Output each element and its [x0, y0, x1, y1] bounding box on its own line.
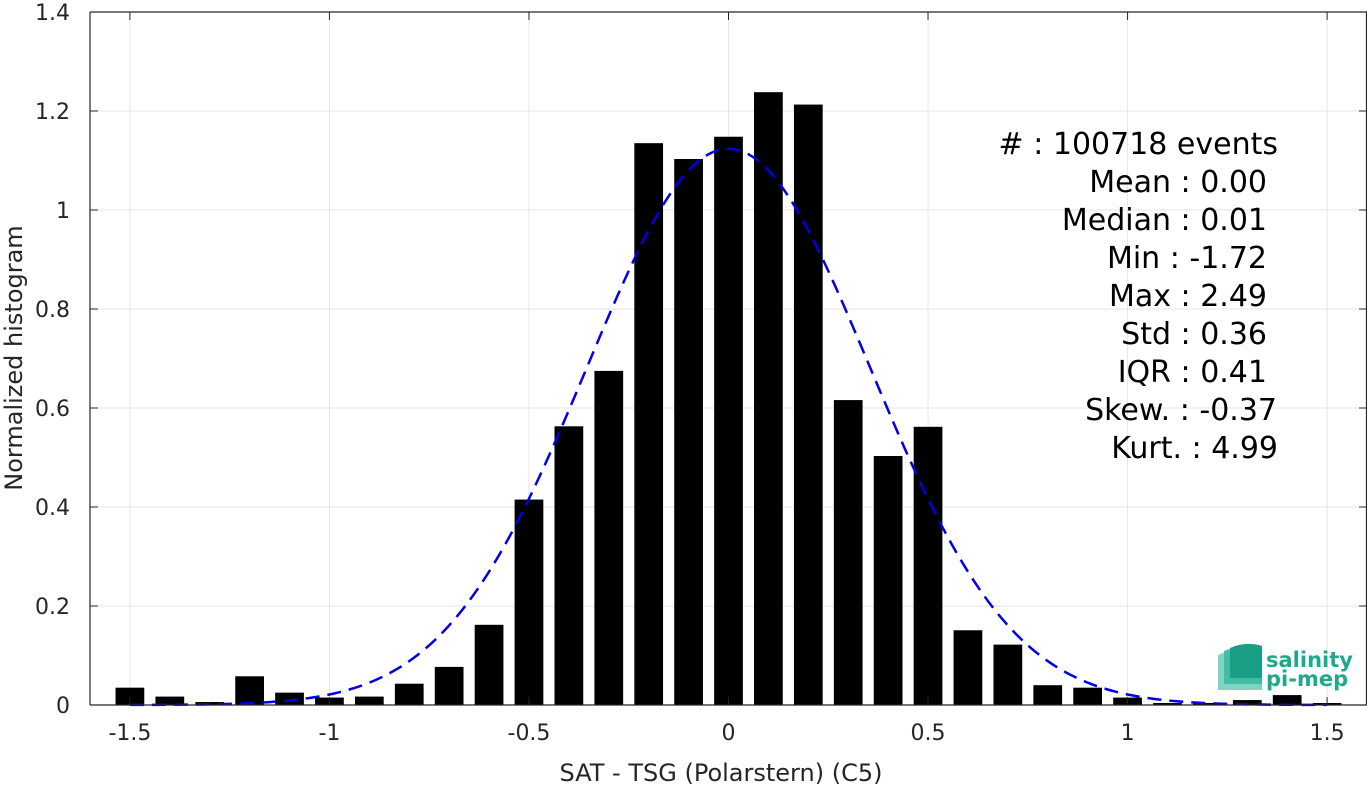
stat-mean: Mean : 0.00 — [1089, 165, 1267, 200]
y-tick-label: 0.4 — [35, 496, 70, 521]
logo-text-salinity: salinity — [1266, 648, 1353, 672]
histogram-bar — [674, 159, 703, 705]
y-tick-label: 0 — [56, 694, 70, 719]
histogram-bar — [474, 624, 504, 705]
histogram-bar — [594, 370, 624, 705]
wave-logo-icon — [1218, 643, 1262, 690]
statistics-box: # : 100718 events Mean : 0.00 Median : 0… — [999, 127, 1278, 466]
stat-skew: Skew. : -0.37 — [1085, 393, 1277, 428]
histogram-bar — [1153, 703, 1182, 705]
x-tick-label: 1 — [1121, 721, 1135, 746]
x-tick-label: -0.5 — [508, 721, 551, 746]
histogram-bar — [1232, 700, 1262, 705]
stat-kurt: Kurt. : 4.99 — [1111, 431, 1278, 466]
y-tick-label: 0.6 — [35, 397, 70, 422]
stat-std: Std : 0.36 — [1121, 317, 1267, 352]
histogram-bar — [1193, 703, 1222, 705]
normal-fit-curve — [129, 147, 1328, 707]
histogram-bar — [754, 92, 783, 705]
histogram-bar — [394, 683, 424, 705]
histogram-bar — [634, 143, 664, 706]
histogram-bar — [514, 499, 544, 705]
histogram-bar — [953, 630, 983, 705]
histogram-bar — [833, 400, 863, 705]
histogram-bar — [275, 692, 304, 705]
stat-iqr: IQR : 0.41 — [1118, 355, 1267, 390]
y-tick-label: 1 — [56, 199, 70, 224]
histogram-bar — [434, 666, 464, 705]
x-tick-label: 0 — [722, 721, 736, 746]
y-tick-label: 0.2 — [35, 595, 70, 620]
x-axis-label: SAT - TSG (Polarstern) (C5) — [560, 759, 883, 785]
y-tick-label: 1.4 — [35, 1, 70, 26]
x-tick-label: 1.5 — [1310, 721, 1345, 746]
stat-median: Median : 0.01 — [1062, 203, 1267, 238]
x-tick-label: -1.5 — [108, 721, 151, 746]
y-tick-labels: 0 0.2 0.4 0.6 0.8 1 1.2 1.4 — [35, 1, 70, 719]
histogram-bar — [913, 426, 943, 705]
histogram-bar — [155, 696, 185, 705]
histogram-bar — [793, 104, 823, 705]
salinity-pimep-logo: salinity pi-mep — [1218, 643, 1353, 691]
stat-count: # : 100718 events — [999, 127, 1278, 162]
histogram-bar — [993, 644, 1023, 705]
histogram-bars — [115, 92, 1342, 706]
histogram-bar — [1272, 695, 1302, 705]
x-tick-labels: -1.5 -1 -0.5 0 0.5 1 1.5 — [108, 721, 1344, 746]
histogram-bar — [1073, 687, 1103, 705]
histogram-bar — [873, 456, 903, 705]
y-axis-label: Normalized histogram — [0, 225, 28, 490]
y-tick-label: 0.8 — [35, 298, 70, 323]
x-tick-label: -1 — [318, 721, 340, 746]
histogram-bar — [554, 426, 584, 705]
stat-max: Max : 2.49 — [1109, 279, 1267, 314]
histogram-bar — [1033, 685, 1063, 705]
histogram-bar — [235, 676, 264, 705]
logo-text-pimep: pi-mep — [1266, 667, 1348, 691]
y-tick-label: 1.2 — [35, 100, 70, 125]
histogram-bar — [115, 687, 145, 705]
histogram-bar — [354, 696, 384, 705]
stat-min: Min : -1.72 — [1107, 241, 1267, 276]
histogram-bar — [714, 136, 743, 706]
x-tick-label: 0.5 — [911, 721, 946, 746]
